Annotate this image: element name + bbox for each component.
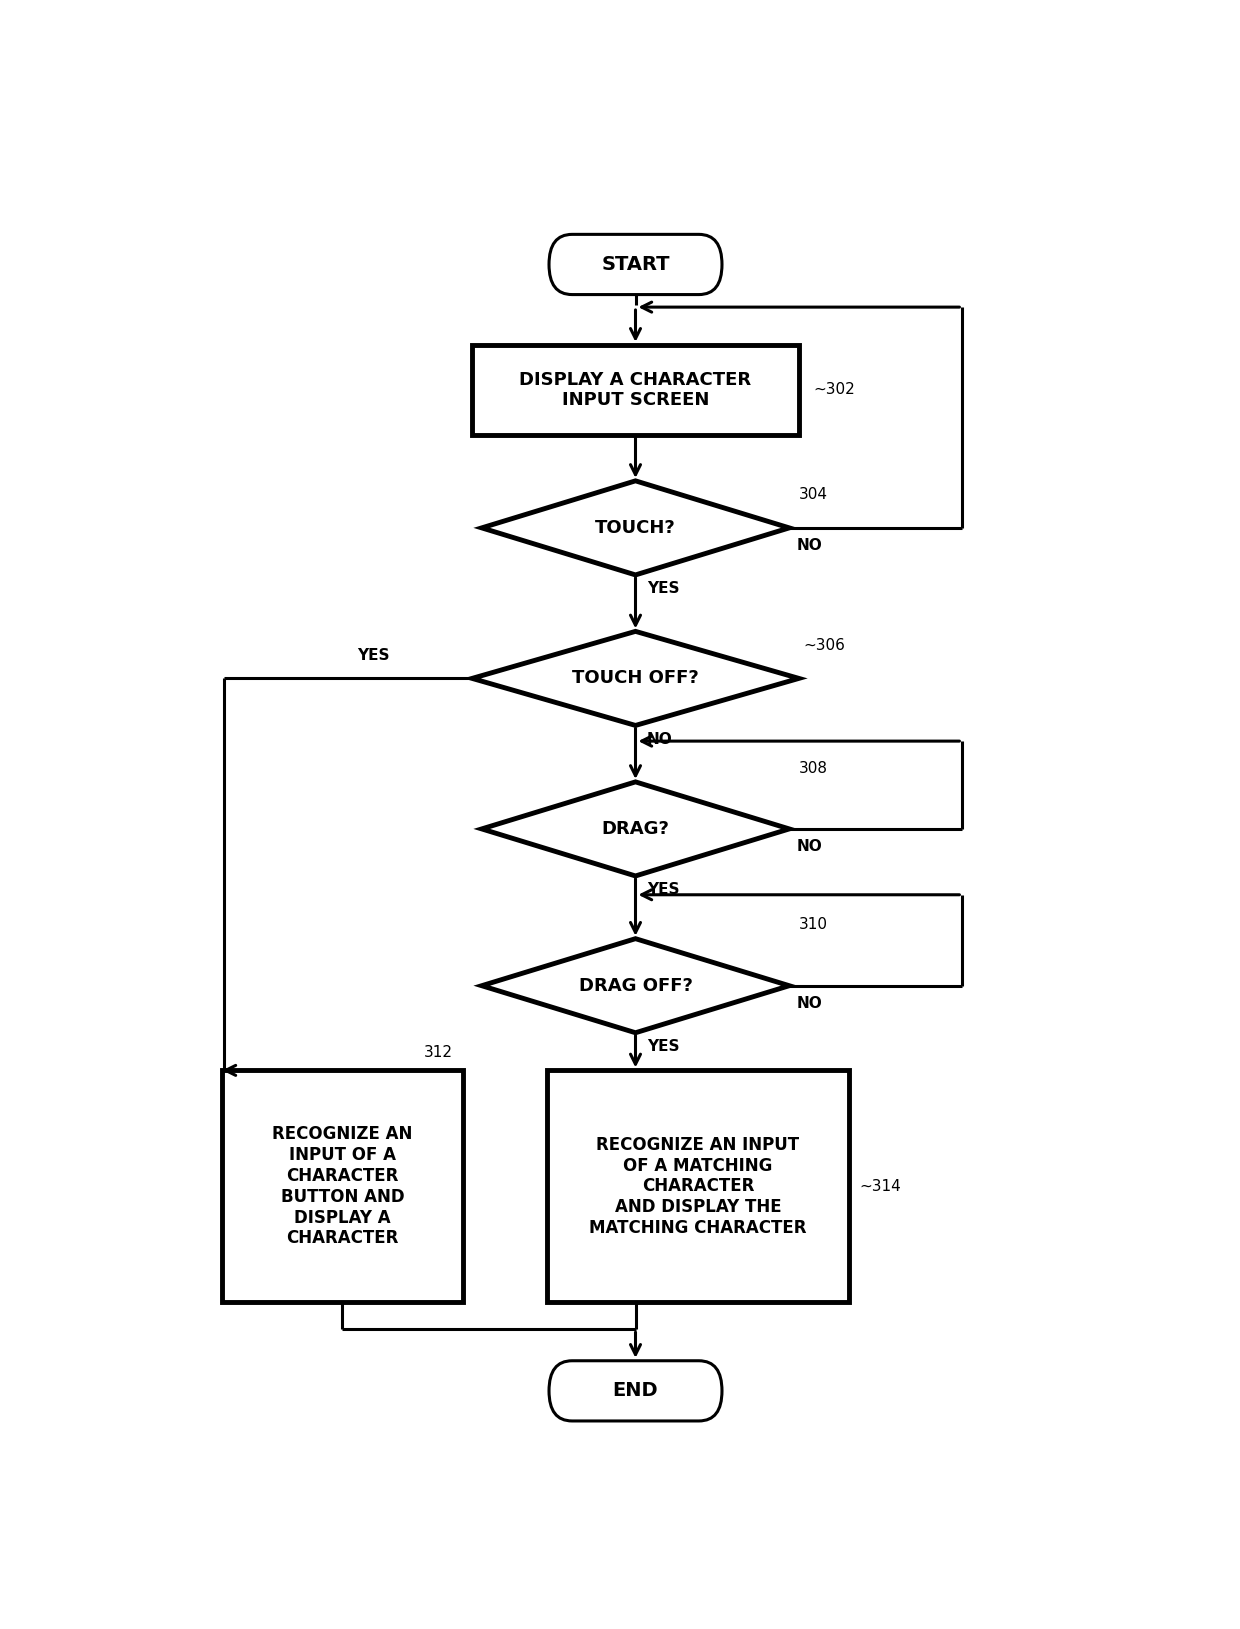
Text: DRAG?: DRAG? bbox=[601, 819, 670, 837]
Text: DISPLAY A CHARACTER
INPUT SCREEN: DISPLAY A CHARACTER INPUT SCREEN bbox=[520, 370, 751, 409]
Text: ~314: ~314 bbox=[859, 1179, 900, 1194]
Polygon shape bbox=[472, 632, 799, 725]
Polygon shape bbox=[481, 938, 789, 1033]
Text: NO: NO bbox=[797, 538, 822, 552]
Text: 308: 308 bbox=[799, 761, 828, 775]
Text: NO: NO bbox=[797, 839, 822, 854]
Text: TOUCH OFF?: TOUCH OFF? bbox=[572, 670, 699, 687]
Text: YES: YES bbox=[357, 648, 389, 663]
Text: 304: 304 bbox=[799, 487, 828, 502]
FancyBboxPatch shape bbox=[549, 235, 722, 295]
Bar bbox=[222, 1070, 463, 1303]
FancyBboxPatch shape bbox=[549, 1360, 722, 1420]
Text: YES: YES bbox=[647, 1039, 680, 1054]
Text: TOUCH?: TOUCH? bbox=[595, 520, 676, 538]
Text: RECOGNIZE AN INPUT
OF A MATCHING
CHARACTER
AND DISPLAY THE
MATCHING CHARACTER: RECOGNIZE AN INPUT OF A MATCHING CHARACT… bbox=[589, 1135, 807, 1236]
Text: END: END bbox=[613, 1381, 658, 1401]
Text: NO: NO bbox=[797, 995, 822, 1010]
Text: 310: 310 bbox=[799, 917, 828, 932]
Text: DRAG OFF?: DRAG OFF? bbox=[579, 977, 692, 995]
Text: START: START bbox=[601, 256, 670, 274]
Bar bbox=[472, 345, 799, 435]
Text: YES: YES bbox=[647, 883, 680, 898]
Polygon shape bbox=[481, 481, 789, 575]
Text: ~306: ~306 bbox=[804, 637, 846, 653]
Text: ~302: ~302 bbox=[813, 383, 856, 397]
Bar bbox=[547, 1070, 849, 1303]
Polygon shape bbox=[481, 782, 789, 876]
Text: NO: NO bbox=[647, 731, 673, 746]
Text: YES: YES bbox=[647, 582, 680, 596]
Text: 312: 312 bbox=[424, 1046, 453, 1060]
Text: RECOGNIZE AN
INPUT OF A
CHARACTER
BUTTON AND
DISPLAY A
CHARACTER: RECOGNIZE AN INPUT OF A CHARACTER BUTTON… bbox=[273, 1126, 413, 1248]
